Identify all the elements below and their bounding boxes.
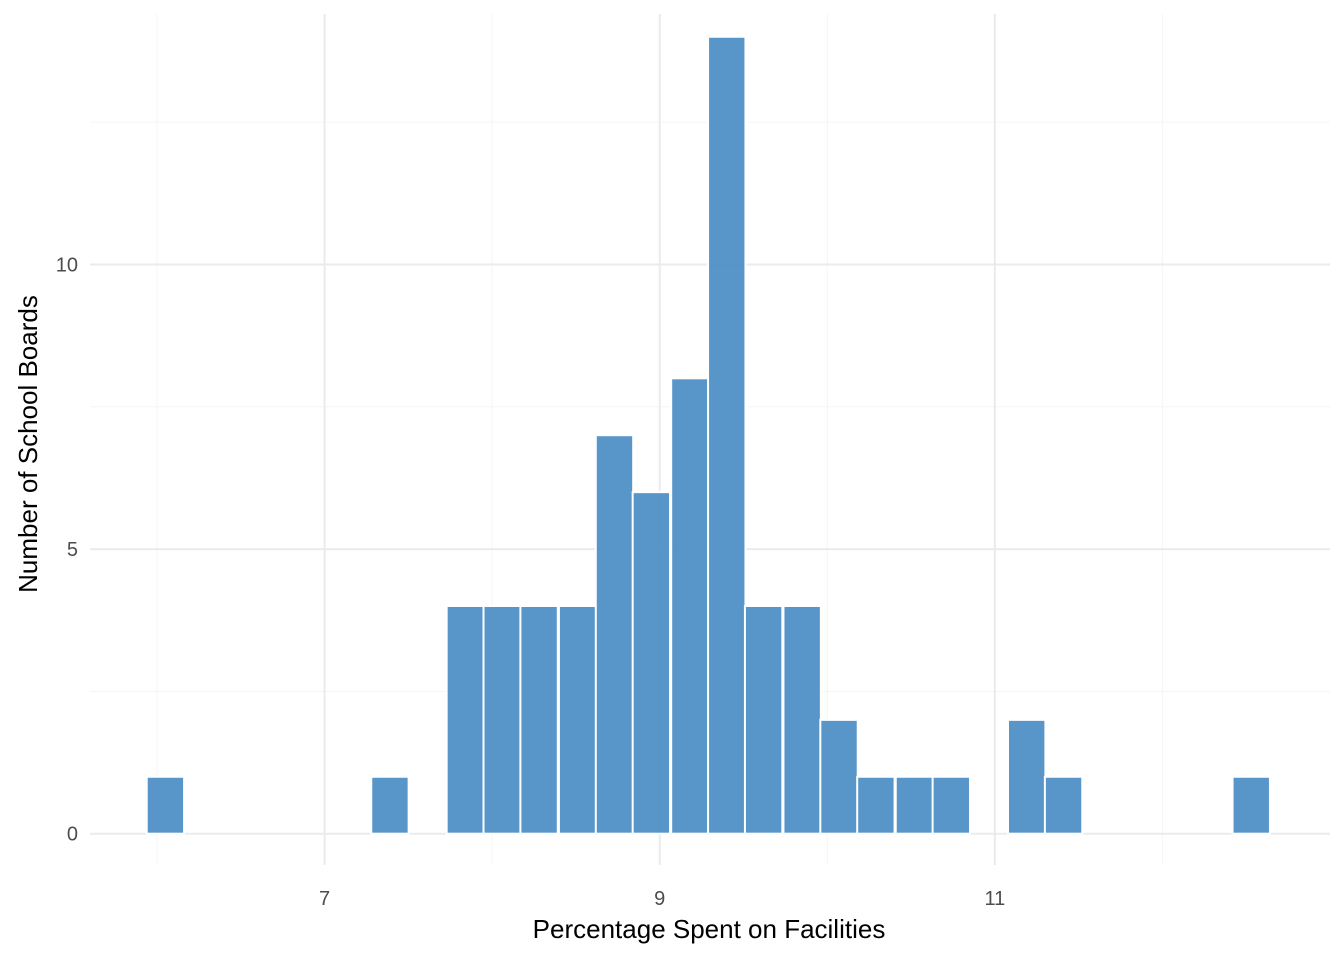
histogram-bar	[370, 775, 410, 835]
histogram-bar	[1231, 775, 1271, 835]
y-axis-title: Number of School Boards	[13, 295, 43, 593]
histogram-bar	[894, 775, 935, 835]
x-tick-label: 9	[654, 888, 665, 910]
histogram-bar	[931, 775, 971, 835]
histogram-bar	[445, 605, 486, 835]
y-tick-label: 5	[67, 539, 78, 561]
histogram-bar	[707, 35, 747, 835]
histogram-bar	[856, 775, 896, 835]
histogram-bar	[1007, 718, 1047, 835]
x-tick-label: 7	[319, 888, 330, 910]
histogram-bar	[145, 775, 186, 835]
y-axis-ticks: 0 5 10	[56, 254, 78, 845]
histogram-bar	[1043, 775, 1084, 835]
x-axis-title: Percentage Spent on Facilities	[533, 914, 886, 944]
x-axis-ticks: 7 9 11	[319, 888, 1005, 910]
histogram-bar	[557, 605, 598, 835]
histogram-bars	[145, 35, 1271, 835]
histogram-bar	[743, 605, 784, 835]
y-tick-label: 10	[56, 254, 78, 276]
y-tick-label: 0	[67, 824, 78, 846]
histogram-bar	[670, 377, 710, 835]
histogram-bar	[482, 605, 522, 835]
histogram-bar	[782, 605, 822, 835]
histogram-bar	[519, 605, 559, 835]
histogram-bar	[594, 434, 635, 835]
histogram-bar	[819, 718, 859, 835]
x-tick-label: 11	[984, 888, 1005, 910]
histogram-bar	[631, 491, 672, 835]
